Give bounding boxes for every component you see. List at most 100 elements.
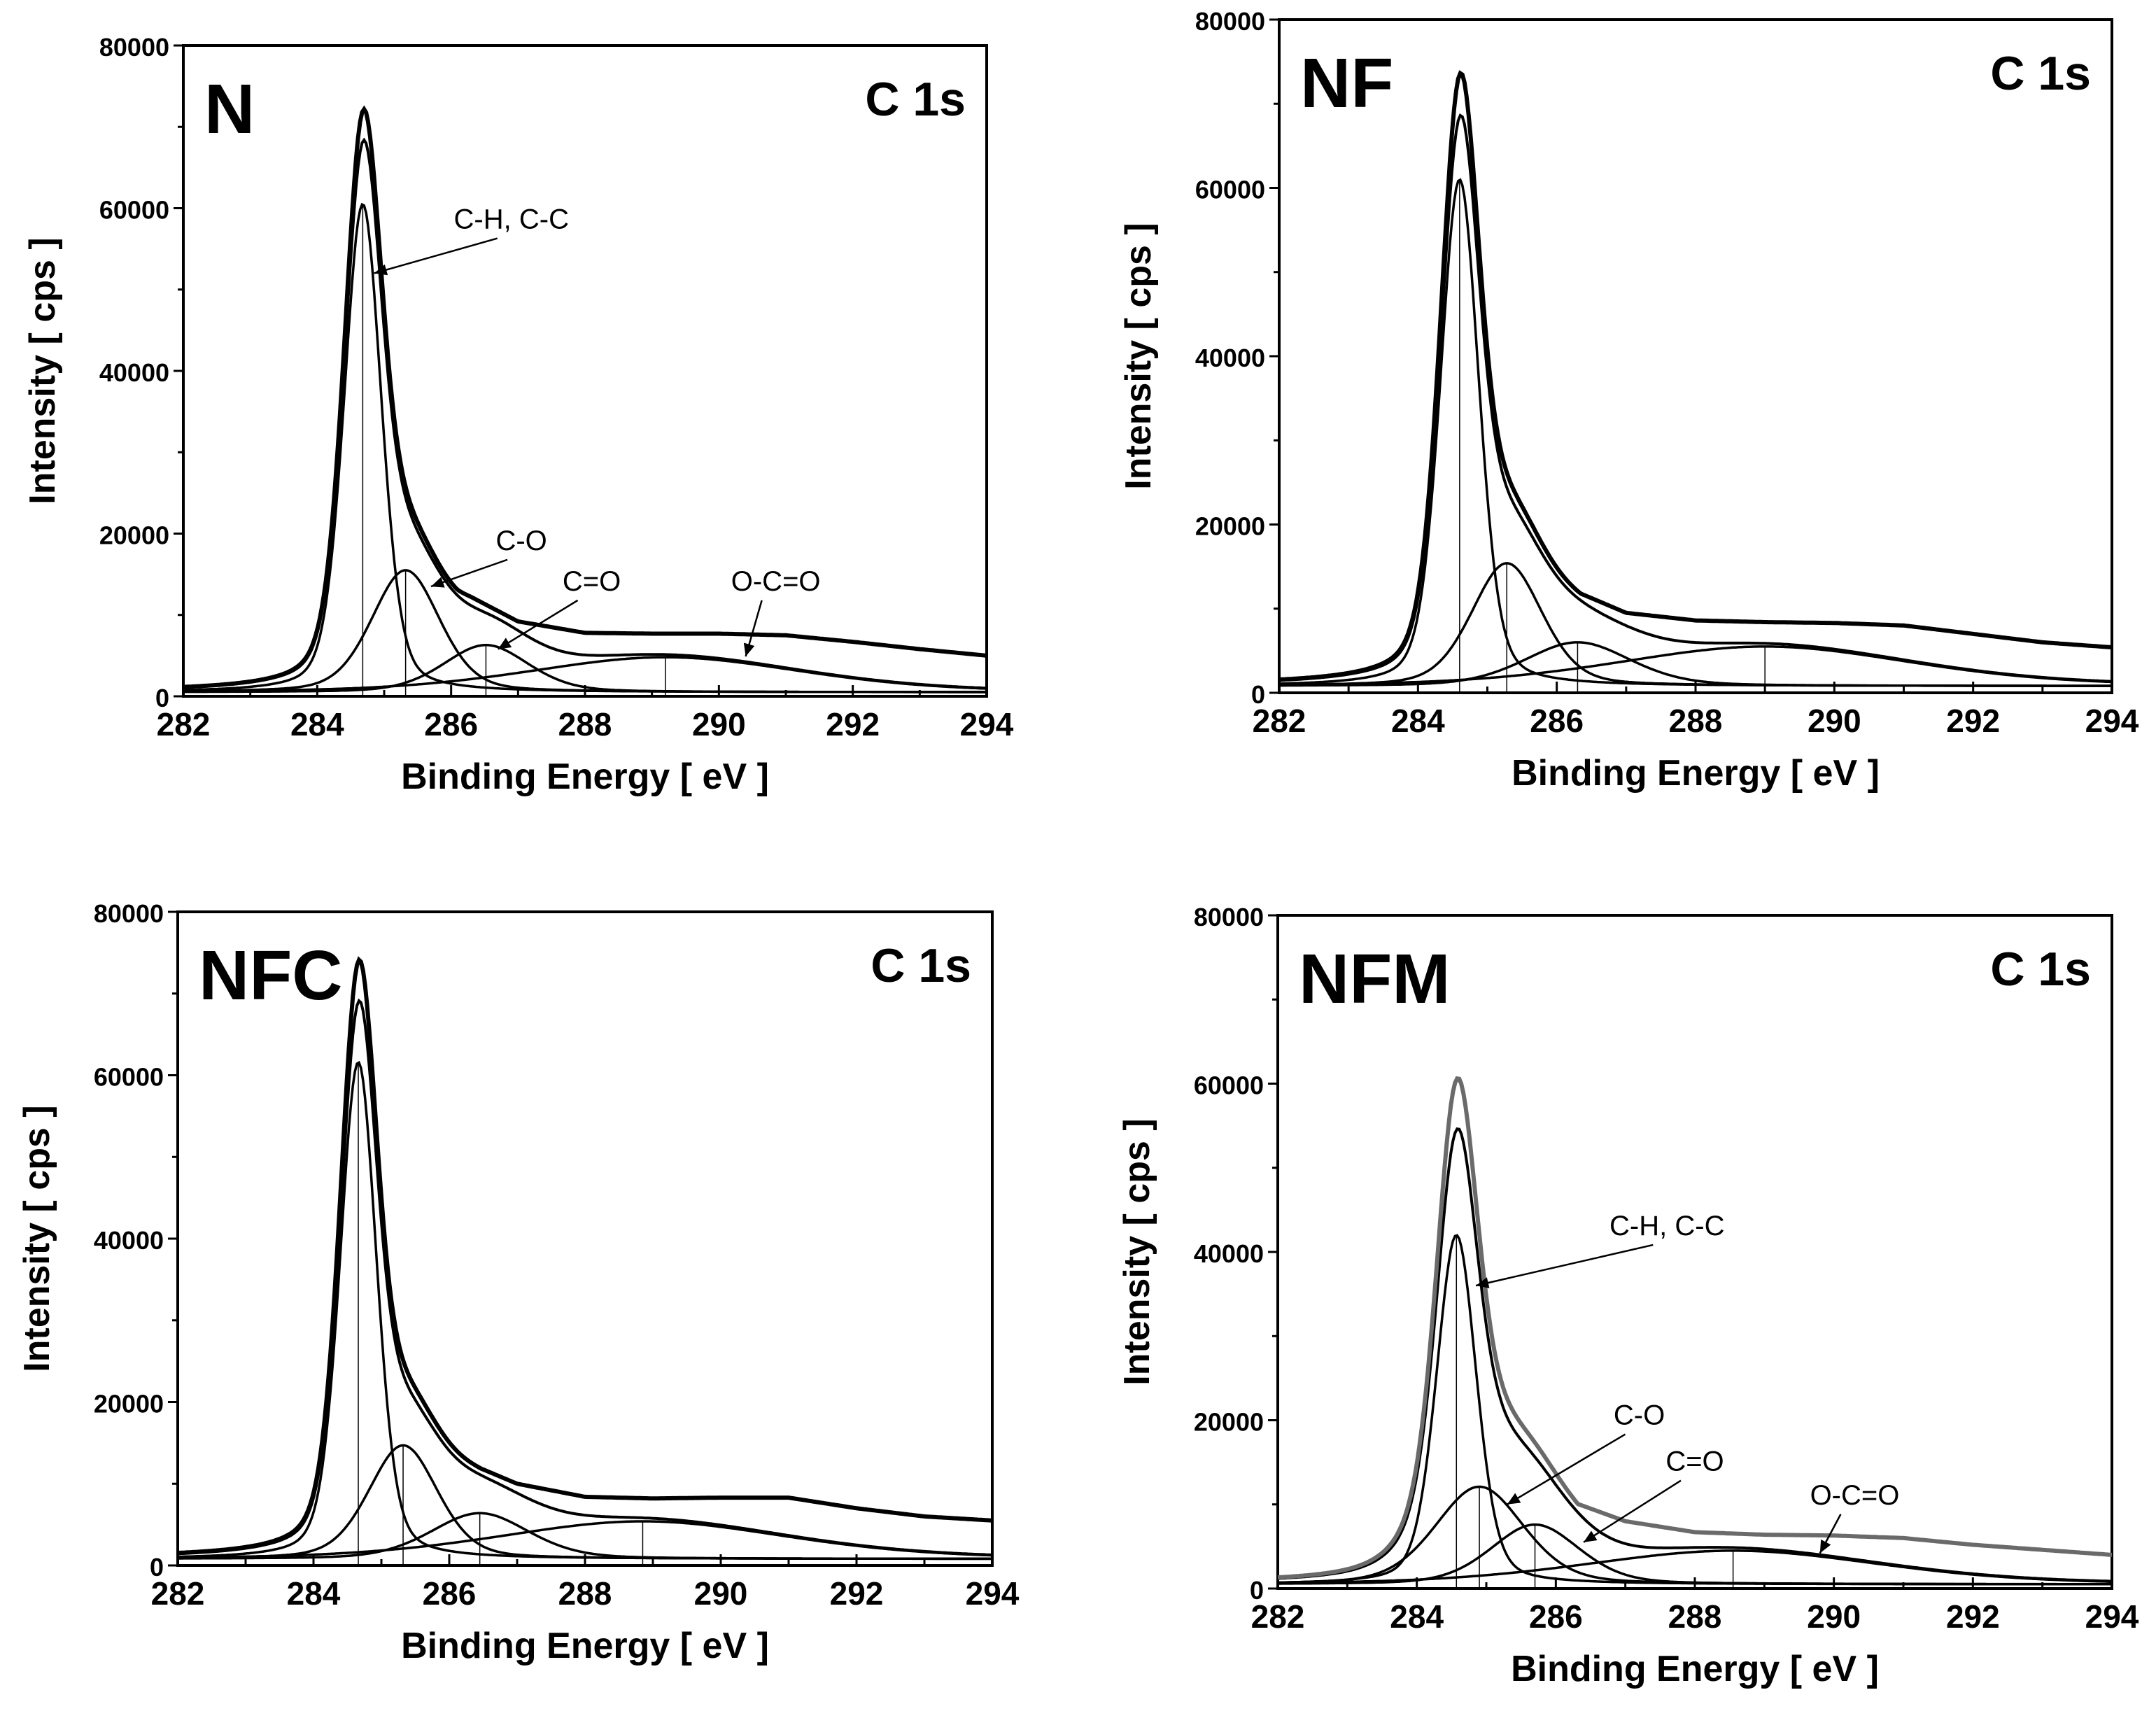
x-axis-title: Binding Energy [ eV ] xyxy=(1512,753,1880,794)
x-tick-label: 294 xyxy=(2085,1598,2139,1635)
x-tick-label: 286 xyxy=(1529,1598,1583,1635)
x-tick-label: 290 xyxy=(694,1575,748,1612)
x-tick-label: 290 xyxy=(692,706,746,742)
component-curve-3 xyxy=(183,644,987,693)
y-tick-label: 60000 xyxy=(94,1063,164,1092)
component-curve-3 xyxy=(1279,641,2112,687)
panel-subtitle: C 1s xyxy=(1990,47,2091,100)
annotation-label: O-C=O xyxy=(731,566,821,597)
fit-envelope-curve xyxy=(177,998,993,1556)
y-tick-label: 80000 xyxy=(1194,903,1264,931)
x-tick-label: 286 xyxy=(1530,703,1584,739)
x-tick-label: 284 xyxy=(1390,1598,1444,1635)
annotation-arrowhead xyxy=(1476,1277,1490,1288)
x-tick-label: 292 xyxy=(826,706,880,742)
annotation-arrowhead xyxy=(498,638,512,649)
plot-frame xyxy=(182,44,988,698)
y-tick-label: 40000 xyxy=(94,1226,164,1255)
y-tick-label: 20000 xyxy=(94,1390,164,1418)
fit-envelope-curve xyxy=(183,137,987,690)
x-tick-label: 282 xyxy=(1251,1598,1305,1635)
annotation-label: O-C=O xyxy=(1810,1480,1900,1511)
y-tick-label: 80000 xyxy=(99,33,169,62)
x-tick-label: 284 xyxy=(290,706,344,742)
y-axis-title: Intensity [ cps ] xyxy=(22,237,63,504)
component-curve-2 xyxy=(178,1444,992,1561)
annotation-arrowhead xyxy=(1584,1530,1598,1542)
x-tick-label: 290 xyxy=(1807,1598,1861,1635)
component-curve-3 xyxy=(178,1512,992,1561)
x-tick-label: 284 xyxy=(287,1575,341,1612)
experimental-curve xyxy=(183,105,987,689)
y-tick-label: 0 xyxy=(1251,680,1265,709)
annotation-arrowhead xyxy=(743,642,755,657)
x-tick-label: 282 xyxy=(157,706,211,742)
panel-n: 282 284 286 288 290 292 294 0 20000 40000 60000 800… xyxy=(22,33,1014,797)
annotation-arrowhead xyxy=(1507,1493,1521,1505)
experimental-curve xyxy=(177,956,993,1556)
y-tick-label: 20000 xyxy=(1195,512,1265,541)
x-tick-label: 294 xyxy=(960,706,1014,742)
y-tick-label: 40000 xyxy=(1194,1239,1264,1268)
x-axis-title: Binding Energy [ eV ] xyxy=(401,1626,769,1666)
y-tick-label: 60000 xyxy=(1195,176,1265,204)
fit-envelope-curve xyxy=(1277,1127,2112,1583)
panel-nfc: 282 284 286 288 290 292 294 0 20000 40000 60000 800… xyxy=(17,899,1020,1666)
x-tick-label: 288 xyxy=(1669,703,1723,739)
x-tick-label: 282 xyxy=(151,1575,205,1612)
x-tick-label: 288 xyxy=(1668,1598,1722,1635)
x-tick-label: 292 xyxy=(1946,703,2000,739)
x-axis-title: Binding Energy [ eV ] xyxy=(1511,1649,1879,1689)
component-curve-1 xyxy=(1279,178,2112,687)
experimental-curve xyxy=(1277,1076,2113,1580)
component-curve-2 xyxy=(1278,562,2112,687)
x-tick-label: 282 xyxy=(1253,703,1306,739)
annotation-label: C-O xyxy=(495,526,547,556)
y-tick-label: 80000 xyxy=(94,899,164,928)
annotation-arrow xyxy=(1583,1479,1682,1543)
annotation-arrow xyxy=(430,558,508,588)
y-tick-label: 0 xyxy=(155,684,169,712)
annotation-label: C-H, C-C xyxy=(454,204,569,235)
annotation-arrowhead xyxy=(430,577,445,588)
x-tick-label: 294 xyxy=(966,1575,1020,1612)
component-curve-1 xyxy=(178,1060,992,1561)
y-tick-label: 20000 xyxy=(99,521,169,550)
x-tick-label: 288 xyxy=(558,706,612,742)
y-axis-title: Intensity [ cps ] xyxy=(17,1105,57,1372)
y-tick-label: 0 xyxy=(1250,1576,1264,1605)
annotation-label: C-H, C-C xyxy=(1609,1211,1724,1241)
panel-title: NFC xyxy=(199,936,343,1015)
panel-subtitle: C 1s xyxy=(865,73,966,126)
y-tick-label: 60000 xyxy=(1194,1071,1264,1100)
y-tick-label: 60000 xyxy=(99,196,169,225)
y-tick-label: 40000 xyxy=(99,358,169,387)
y-tick-label: 40000 xyxy=(1195,344,1265,372)
annotation-label: C-O xyxy=(1614,1400,1665,1431)
panel-title: N xyxy=(204,70,255,148)
x-tick-label: 286 xyxy=(423,1575,477,1612)
component-curve-1 xyxy=(183,202,987,693)
panel-title: NF xyxy=(1300,44,1393,122)
annotation-label: C=O xyxy=(1665,1446,1724,1477)
y-tick-label: 0 xyxy=(150,1553,164,1582)
annotation-arrow xyxy=(497,599,579,650)
annotation-arrow xyxy=(1475,1244,1654,1287)
y-tick-label: 20000 xyxy=(1194,1408,1264,1437)
annotation-arrowhead xyxy=(374,264,388,276)
x-tick-label: 290 xyxy=(1808,703,1861,739)
annotation-arrowhead xyxy=(1819,1539,1831,1554)
x-tick-label: 292 xyxy=(1946,1598,2000,1635)
fit-envelope-curve xyxy=(1278,113,2113,683)
plot-frame xyxy=(1278,18,2113,694)
annotation-label: C=O xyxy=(563,566,621,597)
y-axis-title: Intensity [ cps ] xyxy=(1117,1118,1157,1385)
x-tick-label: 286 xyxy=(424,706,478,742)
x-tick-label: 292 xyxy=(830,1575,884,1612)
y-axis-title: Intensity [ cps ] xyxy=(1118,223,1159,489)
panel-nf: 282 284 286 288 290 292 294 0 20000 40000 60000 800… xyxy=(1118,7,2139,794)
panel-nfm: 282 284 286 288 290 292 294 0 20000 40000 60000 800… xyxy=(1117,903,2139,1689)
x-tick-label: 294 xyxy=(2085,703,2139,739)
component-curve-2 xyxy=(1277,1485,2112,1586)
